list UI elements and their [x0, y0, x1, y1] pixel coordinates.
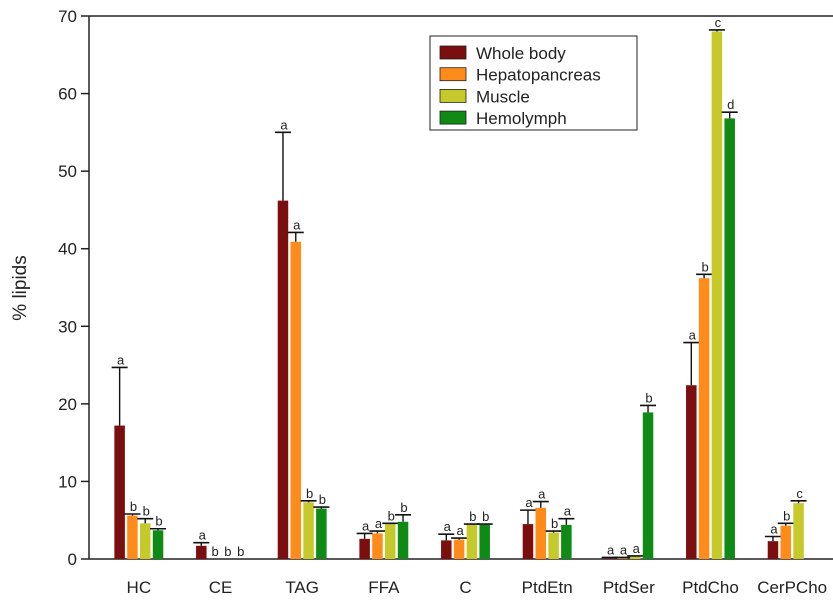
y-tick-label: 10 — [58, 472, 77, 491]
significance-label: b — [469, 509, 476, 524]
x-category-label: PtdSer — [603, 578, 655, 597]
bar — [277, 200, 289, 559]
significance-label: a — [280, 117, 288, 132]
significance-label: b — [319, 492, 326, 507]
bar — [629, 556, 641, 559]
x-category-label: CerPCho — [757, 578, 827, 597]
significance-label: d — [727, 97, 734, 112]
bar — [397, 521, 409, 559]
bar — [359, 538, 370, 559]
x-category-label: FFA — [368, 578, 400, 597]
bar — [290, 241, 302, 560]
bar — [767, 541, 779, 559]
bar — [793, 503, 804, 559]
significance-label: a — [293, 217, 301, 232]
bar — [196, 545, 207, 559]
significance-label: c — [715, 15, 722, 30]
significance-label: b — [237, 544, 244, 559]
bar — [548, 532, 559, 559]
y-tick-label: 20 — [58, 395, 77, 414]
y-axis-title: % lipids — [10, 255, 31, 320]
bar — [642, 412, 654, 559]
y-axis: 0 10 20 30 40 50 60 70 — [58, 7, 90, 569]
bar — [561, 524, 572, 559]
y-tick-label: 40 — [58, 240, 77, 259]
significance-label: a — [607, 542, 615, 557]
bar — [114, 425, 125, 559]
bar — [303, 502, 314, 559]
bar — [441, 540, 452, 559]
bar — [686, 385, 697, 559]
significance-label: b — [645, 390, 652, 405]
bar — [372, 533, 383, 559]
bar — [604, 558, 615, 559]
x-category-label: C — [459, 578, 471, 597]
significance-label: b — [224, 544, 231, 559]
significance-label: b — [155, 514, 162, 529]
bar — [479, 524, 490, 559]
x-category-label: PtdEtn — [522, 578, 573, 597]
legend-swatch — [439, 45, 467, 60]
significance-label: a — [375, 516, 383, 531]
significance-label: a — [620, 542, 628, 557]
y-tick-label: 50 — [58, 162, 77, 181]
significance-label: b — [388, 508, 395, 523]
bar — [384, 524, 396, 559]
x-category-label: TAG — [285, 578, 319, 597]
significance-label: a — [689, 328, 697, 343]
x-axis: HC CE TAG FFA C PtdEtn PtdSer PtdCho CerPCho — [89, 15, 833, 597]
y-tick-label: 70 — [58, 7, 77, 26]
legend-label: Hepatopancreas — [476, 66, 601, 85]
significance-label: a — [538, 487, 546, 502]
bar — [698, 278, 710, 559]
significance-label: b — [211, 544, 218, 559]
x-category-label: HC — [127, 578, 152, 597]
bar — [522, 524, 534, 559]
significance-label: a — [633, 541, 641, 556]
significance-label: c — [796, 486, 803, 501]
significance-label: b — [143, 504, 150, 519]
significance-label: b — [783, 508, 790, 523]
y-tick-label: 0 — [68, 550, 77, 569]
legend-swatch — [439, 89, 467, 103]
legend-label: Whole body — [476, 44, 566, 63]
legend-swatch — [439, 110, 467, 125]
y-tick-label: 30 — [58, 317, 77, 336]
bar — [152, 530, 164, 559]
significance-label: a — [362, 518, 370, 533]
legend-label: Muscle — [476, 87, 530, 106]
significance-label: b — [551, 516, 558, 531]
bar — [466, 524, 478, 559]
significance-label: b — [482, 509, 489, 524]
significance-label: b — [306, 486, 313, 501]
significance-label: a — [525, 495, 533, 510]
significance-label: a — [456, 523, 464, 538]
significance-label: a — [770, 522, 778, 537]
bar — [453, 539, 465, 559]
bar — [780, 525, 792, 559]
bar — [127, 515, 138, 559]
significance-label: a — [117, 352, 125, 367]
bar — [724, 118, 735, 559]
bar — [711, 31, 723, 560]
significance-label: a — [199, 528, 207, 543]
bar — [535, 507, 547, 559]
significance-label: a — [444, 519, 452, 534]
bar — [617, 558, 628, 559]
legend-label: Hemolymph — [476, 109, 567, 128]
significance-label: b — [130, 499, 137, 514]
bar — [316, 508, 327, 559]
significance-label: a — [564, 504, 572, 519]
significance-label: b — [701, 259, 708, 274]
y-tick-label: 60 — [58, 85, 77, 104]
legend-swatch — [439, 67, 467, 82]
legend: Whole body Hepatopancreas Muscle Hemolymph — [429, 35, 638, 131]
significance-label: b — [400, 500, 407, 515]
bar — [139, 523, 151, 559]
x-category-label: CE — [209, 578, 233, 597]
x-category-label: PtdCho — [682, 578, 739, 597]
